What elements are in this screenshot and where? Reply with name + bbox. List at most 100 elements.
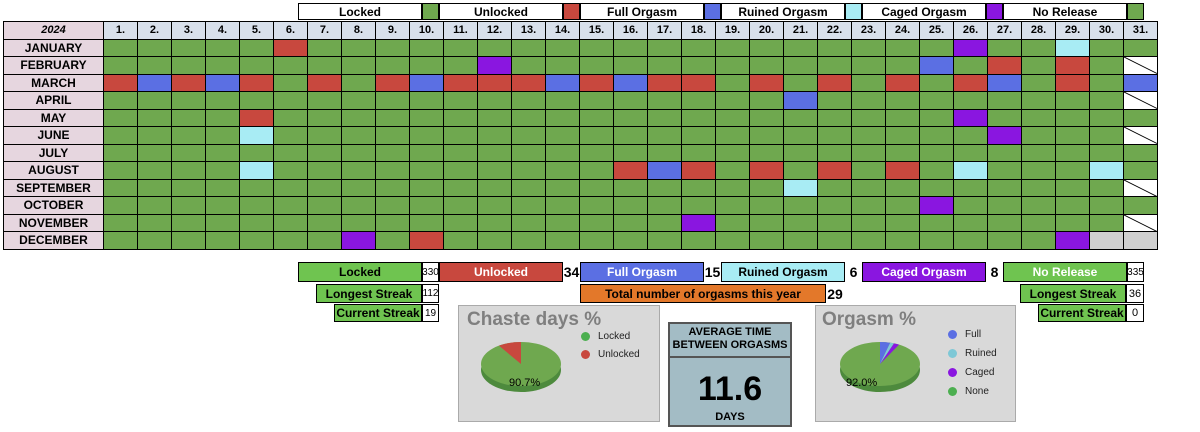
day-cell[interactable] (987, 38, 1022, 57)
day-cell[interactable] (545, 126, 580, 145)
day-cell[interactable] (273, 38, 308, 57)
day-cell[interactable] (919, 178, 954, 197)
day-cell[interactable] (1123, 108, 1158, 127)
day-cell[interactable] (1021, 108, 1056, 127)
day-cell[interactable] (851, 108, 886, 127)
day-cell[interactable] (715, 108, 750, 127)
day-cell[interactable] (103, 196, 138, 215)
day-cell[interactable] (375, 126, 410, 145)
day-cell[interactable] (681, 91, 716, 110)
day-cell[interactable] (885, 38, 920, 57)
day-cell[interactable] (375, 38, 410, 57)
day-cell[interactable] (579, 38, 614, 57)
day-cell[interactable] (205, 38, 240, 57)
day-cell[interactable] (715, 56, 750, 75)
day-cell[interactable] (579, 73, 614, 92)
day-cell[interactable] (1055, 91, 1090, 110)
day-cell[interactable] (579, 143, 614, 162)
day-cell[interactable] (443, 73, 478, 92)
day-cell[interactable] (1021, 196, 1056, 215)
day-cell[interactable] (817, 231, 852, 250)
day-cell[interactable] (103, 231, 138, 250)
day-cell[interactable] (443, 143, 478, 162)
day-cell[interactable] (715, 38, 750, 57)
day-cell[interactable] (1055, 231, 1090, 250)
day-cell[interactable] (205, 126, 240, 145)
day-cell[interactable] (817, 108, 852, 127)
day-cell[interactable] (783, 126, 818, 145)
day-cell[interactable] (681, 143, 716, 162)
day-cell[interactable] (613, 108, 648, 127)
day-cell[interactable] (953, 126, 988, 145)
day-cell[interactable] (477, 161, 512, 180)
day-cell[interactable] (953, 108, 988, 127)
day-cell[interactable] (613, 126, 648, 145)
day-cell[interactable] (273, 91, 308, 110)
day-cell[interactable] (817, 143, 852, 162)
day-cell[interactable] (953, 56, 988, 75)
day-cell[interactable] (307, 126, 342, 145)
day-cell[interactable] (987, 108, 1022, 127)
day-cell[interactable] (409, 108, 444, 127)
day-cell[interactable] (987, 143, 1022, 162)
day-cell[interactable] (511, 213, 546, 232)
day-cell[interactable] (171, 38, 206, 57)
day-cell[interactable] (511, 91, 546, 110)
day-cell[interactable] (681, 108, 716, 127)
day-cell[interactable] (885, 178, 920, 197)
day-cell[interactable] (1055, 56, 1090, 75)
day-cell[interactable] (375, 56, 410, 75)
day-cell[interactable] (1055, 73, 1090, 92)
day-cell[interactable] (1055, 196, 1090, 215)
day-cell[interactable] (171, 196, 206, 215)
day-cell[interactable] (1021, 231, 1056, 250)
day-cell[interactable] (341, 73, 376, 92)
day-cell[interactable] (715, 143, 750, 162)
day-cell[interactable] (103, 91, 138, 110)
day-cell[interactable] (409, 178, 444, 197)
day-cell[interactable] (341, 143, 376, 162)
day-cell[interactable] (1089, 56, 1124, 75)
day-cell[interactable] (851, 196, 886, 215)
day-cell[interactable] (715, 178, 750, 197)
day-cell[interactable] (409, 231, 444, 250)
day-cell[interactable] (919, 213, 954, 232)
day-cell[interactable] (647, 38, 682, 57)
day-cell[interactable] (681, 178, 716, 197)
day-cell[interactable] (409, 91, 444, 110)
day-cell[interactable] (953, 143, 988, 162)
day-cell[interactable] (1123, 73, 1158, 92)
day-cell[interactable] (613, 91, 648, 110)
day-cell[interactable] (307, 91, 342, 110)
day-cell[interactable] (443, 196, 478, 215)
day-cell[interactable] (137, 161, 172, 180)
day-cell[interactable] (919, 91, 954, 110)
day-cell[interactable] (1055, 161, 1090, 180)
day-cell[interactable] (171, 91, 206, 110)
day-cell[interactable] (137, 91, 172, 110)
day-cell[interactable] (103, 178, 138, 197)
day-cell[interactable] (307, 73, 342, 92)
day-cell[interactable] (919, 73, 954, 92)
day-cell[interactable] (1021, 143, 1056, 162)
day-cell[interactable] (817, 56, 852, 75)
day-cell[interactable] (851, 73, 886, 92)
day-cell[interactable] (613, 143, 648, 162)
day-cell[interactable] (273, 161, 308, 180)
day-cell[interactable] (171, 56, 206, 75)
day-cell[interactable] (919, 56, 954, 75)
day-cell[interactable] (307, 178, 342, 197)
day-cell[interactable] (137, 56, 172, 75)
day-cell[interactable] (307, 38, 342, 57)
day-cell[interactable] (171, 108, 206, 127)
day-cell[interactable] (783, 108, 818, 127)
day-cell[interactable] (953, 91, 988, 110)
day-cell[interactable] (749, 91, 784, 110)
day-cell[interactable] (1089, 196, 1124, 215)
day-cell[interactable] (409, 73, 444, 92)
day-cell[interactable] (409, 126, 444, 145)
day-cell[interactable] (477, 73, 512, 92)
day-cell[interactable] (205, 108, 240, 127)
day-cell[interactable] (681, 196, 716, 215)
day-cell[interactable] (1123, 143, 1158, 162)
